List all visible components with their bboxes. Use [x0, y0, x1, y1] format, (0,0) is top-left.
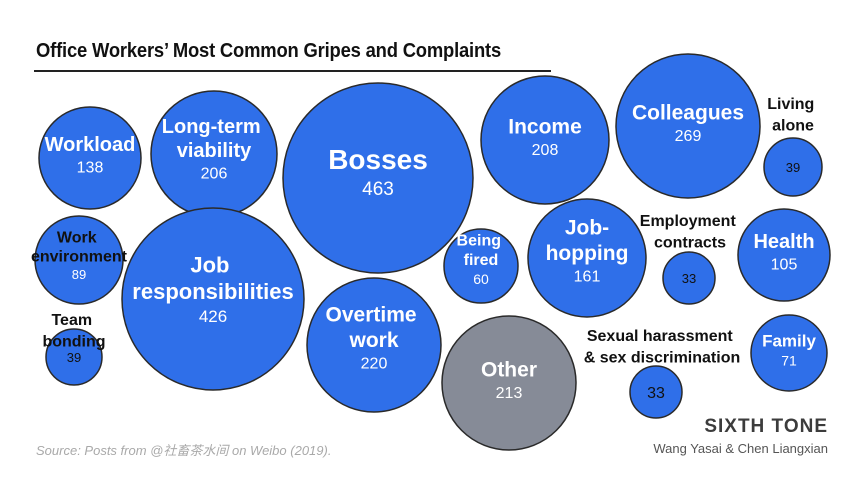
- value-long-term-viability: 206: [201, 166, 228, 183]
- label-colleagues: Colleagues: [632, 101, 744, 124]
- bubble-overtime-work: [306, 277, 442, 413]
- label-being-fired: Being fired: [457, 233, 506, 269]
- label-other: Other: [481, 358, 537, 381]
- label-team-bonding: Team bonding: [42, 312, 105, 351]
- label-overtime-work: Overtime work: [326, 304, 423, 352]
- value-employment-contracts: 33: [682, 271, 696, 286]
- bubble-family: [750, 314, 828, 392]
- label-sexual-harassment-and-sex-discrimination: Sexual harassment & sex discrimination: [584, 328, 741, 367]
- bubble-health: [737, 208, 831, 302]
- label-job-responsibilities: Job responsibilities: [132, 253, 293, 304]
- bubble-living-alone: [763, 137, 823, 197]
- label-work-environment: Work environment: [31, 229, 128, 265]
- bubble-team-bonding: [45, 328, 103, 386]
- label-employment-contracts: Employment contracts: [640, 213, 740, 252]
- label-health: Health: [753, 231, 814, 253]
- value-team-bonding: 39: [67, 350, 81, 365]
- value-sexual-harassment-and-sex-discrimination: 33: [647, 385, 665, 402]
- value-income: 208: [532, 142, 559, 159]
- title-underline: [34, 70, 551, 72]
- value-being-fired: 60: [473, 271, 489, 287]
- value-job-hopping: 161: [574, 268, 601, 285]
- bubble-being-fired: [443, 228, 519, 304]
- bubble-colleagues: [615, 53, 761, 199]
- bubble-job-hopping: [527, 198, 647, 318]
- value-other: 213: [496, 385, 523, 402]
- chart-title: Office Workers’ Most Common Gripes and C…: [36, 40, 502, 62]
- bubble-work-environment: [34, 215, 124, 305]
- label-workload: Workload: [45, 134, 136, 156]
- author-credit: Wang Yasai & Chen Liangxian: [653, 441, 828, 456]
- value-bosses: 463: [362, 179, 394, 200]
- bubble-income: [480, 75, 610, 205]
- value-colleagues: 269: [675, 128, 702, 145]
- brand-logo: SIXTH TONE: [704, 416, 828, 437]
- value-work-environment: 89: [72, 267, 86, 282]
- source-note: Source: Posts from @社畜茶水间 on Weibo (2019…: [36, 443, 332, 458]
- label-living-alone: Living alone: [767, 96, 819, 135]
- bubble-workload: [38, 106, 142, 210]
- label-job-hopping: Job-hopping: [546, 217, 629, 265]
- value-overtime-work: 220: [361, 355, 388, 372]
- label-bosses: Bosses: [328, 144, 428, 175]
- bubble-job-responsibilities: [121, 207, 305, 391]
- label-long-term-viability: Long-term viability: [162, 116, 266, 162]
- bubble-other: [441, 315, 577, 451]
- value-workload: 138: [77, 160, 104, 177]
- value-health: 105: [771, 257, 798, 274]
- value-living-alone: 39: [786, 160, 800, 175]
- bubble-employment-contracts: [662, 251, 716, 305]
- label-family: Family: [762, 332, 816, 351]
- label-income: Income: [508, 115, 582, 138]
- bubble-bosses: [282, 82, 474, 274]
- value-family: 71: [781, 352, 797, 368]
- value-job-responsibilities: 426: [199, 307, 227, 326]
- bubble-sexual-harassment-and-sex-discrimination: [629, 365, 683, 419]
